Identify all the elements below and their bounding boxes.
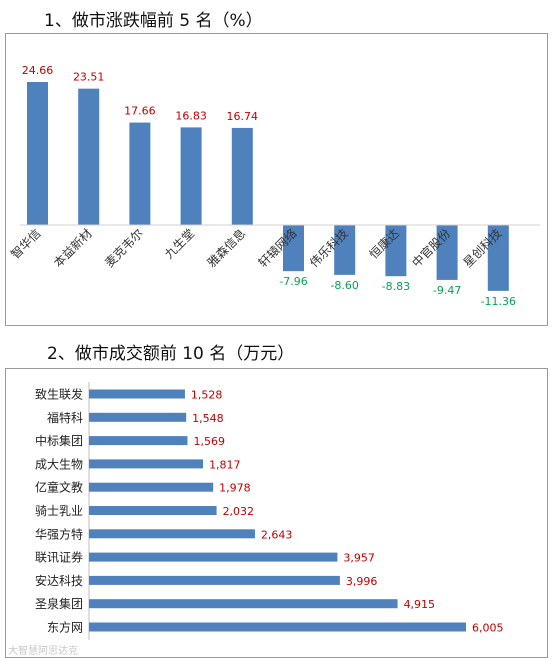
- category-label: 东方网: [47, 620, 83, 635]
- data-label: 1,528: [191, 389, 223, 402]
- bar: [89, 412, 187, 422]
- bar: [89, 459, 204, 469]
- data-label: 1,978: [219, 482, 251, 495]
- data-label: 16.74: [227, 110, 259, 123]
- bar: [89, 529, 255, 539]
- bar: [89, 506, 217, 515]
- data-label: 17.66: [124, 105, 156, 118]
- bar: [89, 436, 188, 446]
- category-label: 圣泉集团: [35, 596, 83, 611]
- category-label: 安达科技: [35, 573, 83, 588]
- bar: [334, 225, 356, 275]
- bar: [487, 225, 509, 291]
- bar: [78, 88, 100, 225]
- data-label: 2,643: [261, 528, 293, 541]
- bar: [89, 622, 466, 632]
- data-label: -8.83: [382, 280, 410, 293]
- bar: [89, 552, 338, 562]
- category-label: 联讯证券: [35, 550, 83, 565]
- data-label: 4,915: [404, 598, 436, 611]
- category-label: 骑士乳业: [35, 504, 83, 518]
- data-label: 23.51: [73, 71, 105, 84]
- bar: [231, 127, 253, 225]
- data-label: -8.60: [330, 279, 358, 292]
- bar: [89, 482, 214, 492]
- data-label: 3,996: [346, 575, 378, 588]
- category-label: 中标集团: [35, 433, 83, 448]
- bar: [89, 599, 398, 609]
- category-label: 福特科: [47, 410, 83, 425]
- category-label: 致生联发: [35, 387, 83, 402]
- bar: [180, 127, 202, 225]
- bar: [129, 122, 151, 225]
- bar: [27, 82, 48, 225]
- bar: [283, 225, 304, 272]
- category-label: 华强方特: [35, 526, 83, 541]
- data-label: 24.66: [22, 64, 54, 77]
- data-label: 2,032: [223, 505, 255, 518]
- category-label: 成大生物: [35, 457, 83, 471]
- data-label: 6,005: [472, 622, 504, 635]
- bar: [385, 225, 407, 277]
- data-label: 16.83: [175, 109, 207, 122]
- watermark-text: 大智慧阿思达克: [8, 646, 78, 657]
- bar: [436, 225, 458, 280]
- chart1-title: 1、做市涨跌幅前 5 名（%）: [44, 11, 263, 31]
- data-label: -7.96: [279, 275, 307, 288]
- data-label: 1,569: [194, 435, 226, 448]
- category-label: 亿童文教: [35, 480, 83, 495]
- chart2-title: 2、做市成交额前 10 名（万元）: [47, 344, 295, 364]
- bar: [89, 575, 340, 585]
- data-label: -11.36: [481, 295, 516, 308]
- data-label: 1,817: [209, 458, 241, 471]
- bar: [89, 389, 185, 399]
- data-label: 3,957: [343, 552, 375, 565]
- data-label: -9.47: [433, 284, 461, 297]
- data-label: 1,548: [192, 412, 224, 425]
